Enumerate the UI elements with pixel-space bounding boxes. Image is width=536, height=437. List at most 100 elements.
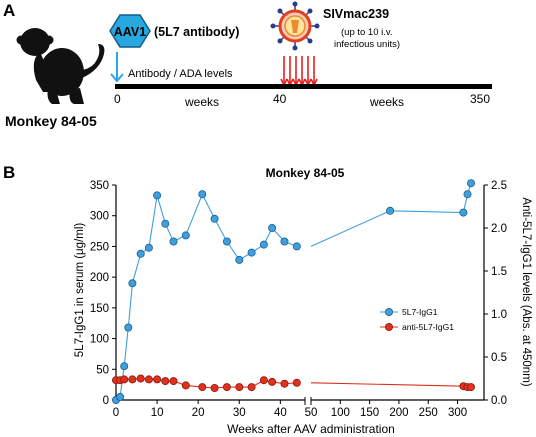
timeline-tick-350: 350: [470, 92, 490, 106]
y-axis-left-tick-label: 350: [90, 180, 109, 192]
y-axis-right-tick-label: 0.5: [491, 352, 507, 364]
y-axis-left-tick-label: 300: [90, 211, 109, 223]
y-axis-left-tick-label: 50: [96, 364, 109, 376]
measure-label: Antibody / ADA levels: [128, 68, 233, 80]
series-point-5l7-igg1: [466, 179, 475, 188]
virus-icon: [270, 1, 320, 51]
series-point-5l7-igg1: [198, 190, 207, 199]
series-point-5l7-igg1: [292, 242, 301, 251]
aav1-badge-label: AAV1: [114, 25, 146, 39]
legend-marker-5l7-igg1: [384, 307, 393, 316]
series-point-5l7-igg1: [463, 190, 472, 199]
series-point-anti-5l7-igg1: [235, 383, 244, 392]
legend-marker-anti-5l7-igg1: [384, 322, 393, 331]
series-line-5l7-igg1: [310, 183, 472, 247]
series-point-anti-5l7-igg1: [466, 383, 475, 392]
virus-note-line1: (up to 10 i.v.: [341, 27, 393, 38]
series-point-5l7-igg1: [235, 255, 244, 264]
chart-legend: 5L7-IgG1 anti-5L7-IgG1: [380, 307, 454, 332]
virus-name: SIVmac239: [323, 7, 389, 21]
legend-label-anti-5l7-igg1: anti-5L7-IgG1: [402, 322, 454, 332]
series-point-anti-5l7-igg1: [292, 378, 301, 387]
series-point-5l7-igg1: [128, 279, 137, 288]
series-point-anti-5l7-igg1: [136, 374, 145, 383]
timeline-weeks-left: weeks: [184, 95, 219, 109]
panel-a: A Monkey 84-05 AAV1 (5L7 antibody) Antib…: [3, 1, 492, 129]
x-axis-tick-label: 250: [419, 407, 438, 419]
panel-a-label: A: [3, 1, 15, 20]
x-axis-tick-label: 0: [113, 407, 119, 419]
challenge-arrows-icon: [280, 56, 318, 87]
series-point-5l7-igg1: [181, 231, 190, 240]
y-axis-right-tick-label: 2.5: [491, 180, 507, 192]
series-point-anti-5l7-igg1: [259, 376, 268, 385]
x-axis-tick-label: 20: [192, 407, 205, 419]
y-axis-right-tick-label: 2.0: [491, 223, 507, 235]
timeline-bar: [115, 84, 492, 89]
series-point-5l7-igg1: [136, 249, 145, 258]
y-axis-label: 5L7-IgG1 in serum (μg/ml): [74, 223, 86, 358]
antibody-label: (5L7 antibody): [154, 25, 239, 39]
x-axis-tick-label: 150: [360, 407, 379, 419]
series-point-anti-5l7-igg1: [247, 383, 256, 392]
series-line-anti-5l7-igg1: [310, 382, 471, 388]
series-point-5l7-igg1: [169, 237, 178, 246]
series-point-5l7-igg1: [116, 392, 125, 401]
series-point-anti-5l7-igg1: [222, 383, 231, 392]
y-axis-left-tick-label: 200: [90, 272, 109, 284]
series-point-5l7-igg1: [120, 362, 129, 371]
y-axis-right-tick-label: 0.0: [491, 395, 507, 407]
series-point-5l7-igg1: [222, 237, 231, 246]
series-point-anti-5l7-igg1: [169, 377, 178, 386]
monkey-silhouette-icon: [16, 28, 105, 104]
timeline-tick-0: 0: [114, 92, 121, 106]
series-point-5l7-igg1: [268, 223, 277, 232]
series-point-5l7-igg1: [124, 323, 133, 332]
y-axis-left-tick-label: 100: [90, 334, 109, 346]
x-axis-tick-label: 10: [151, 407, 164, 419]
aav-administration-arrow-icon: [110, 52, 124, 83]
y-axis-right-tick-label: 1.0: [491, 309, 507, 321]
y-axis-left-tick-label: 0: [103, 395, 109, 407]
series-point-anti-5l7-igg1: [210, 383, 219, 392]
series-point-5l7-igg1: [459, 208, 468, 217]
series-point-anti-5l7-igg1: [128, 375, 137, 384]
aav1-badge: AAV1: [109, 14, 151, 48]
series-point-5l7-igg1: [153, 191, 162, 200]
series-point-anti-5l7-igg1: [268, 377, 277, 386]
series-point-5l7-igg1: [247, 248, 256, 257]
series-point-5l7-igg1: [161, 219, 170, 228]
x-axis-tick-label: 300: [448, 407, 467, 419]
subject-label: Monkey 84-05: [5, 113, 97, 129]
virus-note-line2: infectious units): [334, 39, 400, 50]
x-axis-tick-label: 200: [389, 407, 408, 419]
y-axis-right-tick-label: 1.5: [491, 266, 507, 278]
chart-area: 0 50 100 150 200 250 300 350 0.0 0.5 1.0 1.5 2.0 2.5 0…: [90, 179, 507, 419]
timeline-tick-40: 40: [273, 92, 287, 106]
series-point-anti-5l7-igg1: [144, 375, 153, 384]
legend-label-5l7-igg1: 5L7-IgG1: [402, 307, 438, 317]
timeline-weeks-right: weeks: [369, 95, 404, 109]
series-point-5l7-igg1: [386, 206, 395, 215]
series-point-5l7-igg1: [280, 237, 289, 246]
x-axis-label: Weeks after AAV administration: [227, 422, 395, 436]
series-point-5l7-igg1: [259, 240, 268, 249]
panel-b: B Monkey 84-05 0501001502002503003500.00…: [3, 163, 532, 436]
x-axis-tick-label: 40: [274, 407, 287, 419]
series-point-5l7-igg1: [210, 214, 219, 223]
chart-title: Monkey 84-05: [266, 166, 345, 180]
series-point-5l7-igg1: [144, 243, 153, 252]
series-point-anti-5l7-igg1: [153, 375, 162, 384]
x-axis-tick-label: 30: [233, 407, 246, 419]
y2-axis-label: Anti-5L7-IgG1 levels (Abs. at 450nm): [520, 197, 532, 386]
panel-b-label: B: [3, 163, 15, 182]
x-axis-tick-label: 50: [305, 407, 318, 419]
y-axis-left-tick-label: 250: [90, 241, 109, 253]
series-point-anti-5l7-igg1: [280, 379, 289, 388]
series-point-anti-5l7-igg1: [198, 383, 207, 392]
y-axis-left-tick-label: 150: [90, 303, 109, 315]
series-point-anti-5l7-igg1: [181, 381, 190, 390]
series-point-anti-5l7-igg1: [120, 375, 129, 384]
x-axis-tick-label: 100: [331, 407, 350, 419]
